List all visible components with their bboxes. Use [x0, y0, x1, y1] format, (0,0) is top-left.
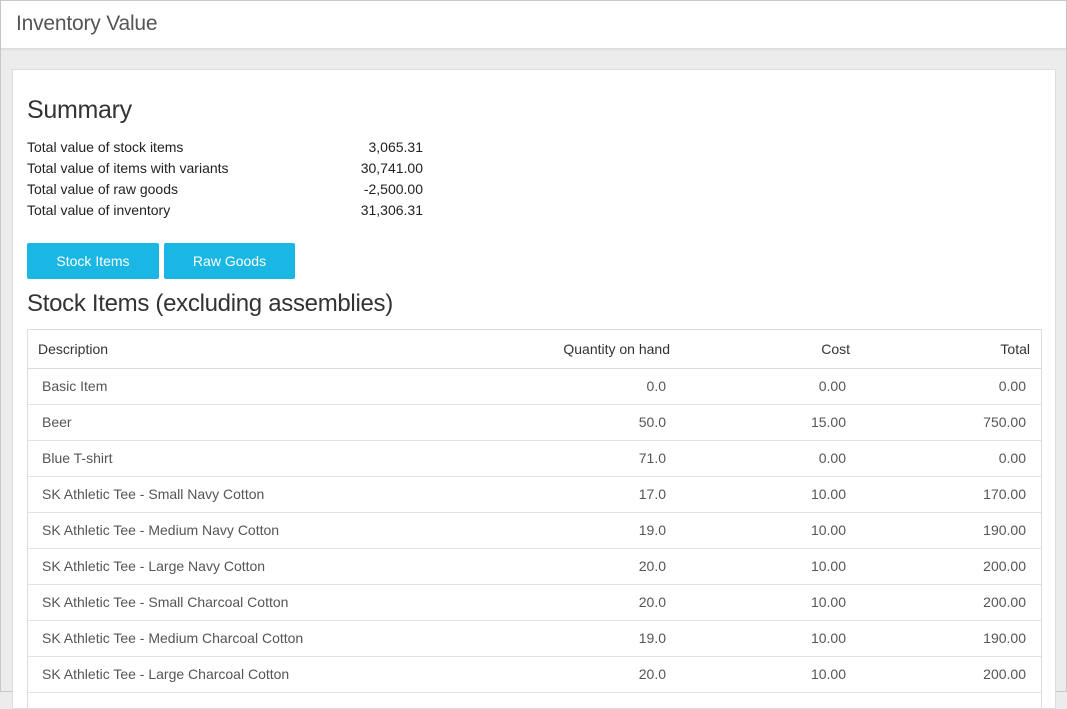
cell-cost: 10.00: [681, 548, 861, 585]
table-row: SK Athletic Tee - Large Navy Cotton 20.0…: [28, 548, 1041, 585]
cell-description: Basic Item: [28, 368, 428, 405]
cell-quantity: 19.0: [428, 512, 681, 549]
cell-cost: 0.00: [681, 368, 861, 405]
column-header-cost: Cost: [681, 330, 861, 369]
section-button-group: Stock Items Raw Goods: [27, 243, 295, 279]
stock-items-button[interactable]: Stock Items: [27, 243, 159, 279]
top-bar: Inventory Value: [1, 1, 1066, 49]
summary-value: 31,306.31: [360, 202, 423, 218]
summary-title: Summary: [27, 96, 132, 124]
cell-description: SK Athletic Tee - Small Charcoal Cotton: [28, 584, 428, 621]
table-row: Blue T-shirt 71.0 0.00 0.00: [28, 440, 1041, 477]
cell-description: SK Athletic Tee - Medium Navy Cotton: [28, 512, 428, 549]
cell-cost: 10.00: [681, 476, 861, 513]
cell-total: 170.00: [861, 476, 1041, 513]
cell-description: SK Athletic Tee - Small Navy Cotton: [28, 476, 428, 513]
cell-quantity: 20.0: [428, 548, 681, 585]
summary-row-inventory: Total value of inventory 31,306.31: [27, 200, 423, 221]
cell-description: SK Athletic Tee - Large Charcoal Cotton: [28, 656, 428, 693]
column-header-total: Total: [861, 330, 1041, 369]
table-row: SK Athletic Tee - Large Charcoal Cotton …: [28, 656, 1041, 693]
page-title: Inventory Value: [16, 12, 158, 35]
cell-quantity: 0.0: [428, 368, 681, 405]
table-row: SK Athletic Tee - Medium Navy Cotton 19.…: [28, 512, 1041, 549]
cell-total: 0.00: [861, 440, 1041, 477]
cell-cost: 10.00: [681, 620, 861, 657]
column-header-description: Description: [28, 330, 428, 369]
summary-row-raw-goods: Total value of raw goods -2,500.00: [27, 179, 423, 200]
cell-cost: 10.00: [681, 656, 861, 693]
cell-cost: 10.00: [681, 584, 861, 621]
summary-row-variants: Total value of items with variants 30,74…: [27, 158, 423, 179]
summary-value: 30,741.00: [360, 160, 423, 176]
cell-total: 200.00: [861, 584, 1041, 621]
cell-description: Beer: [28, 404, 428, 441]
cell-description: Blue T-shirt: [28, 440, 428, 477]
summary-row-stock-items: Total value of stock items 3,065.31: [27, 137, 423, 158]
column-header-quantity: Quantity on hand: [428, 330, 681, 369]
table-row: Basic Item 0.0 0.00 0.00: [28, 368, 1041, 405]
cell-total: 750.00: [861, 404, 1041, 441]
cell-total: 190.00: [861, 620, 1041, 657]
cell-quantity: 20.0: [428, 584, 681, 621]
cell-quantity: 19.0: [428, 620, 681, 657]
cell-cost: 0.00: [681, 440, 861, 477]
stock-items-table-container[interactable]: Description Quantity on hand Cost Total …: [27, 329, 1042, 709]
report-panel: Summary Total value of stock items 3,065…: [12, 69, 1056, 709]
table-row: Beer 50.0 15.00 750.00: [28, 404, 1041, 441]
raw-goods-button[interactable]: Raw Goods: [164, 243, 295, 279]
table-row: SK Athletic Tee - Small Charcoal Cotton …: [28, 584, 1041, 621]
summary-label: Total value of inventory: [27, 202, 171, 218]
table-row: SK Athletic Tee - Medium Charcoal Cotton…: [28, 620, 1041, 657]
cell-description: SK Athletic Tee - Large Navy Cotton: [28, 548, 428, 585]
summary-label: Total value of raw goods: [27, 181, 178, 197]
cell-quantity: 20.0: [428, 656, 681, 693]
summary-list: Total value of stock items 3,065.31 Tota…: [27, 137, 423, 221]
summary-value: 3,065.31: [368, 139, 424, 155]
cell-cost: 10.00: [681, 512, 861, 549]
stock-items-section-title: Stock Items (excluding assemblies): [27, 290, 393, 317]
table-row: SK Athletic Tee - Small Navy Cotton 17.0…: [28, 476, 1041, 513]
stock-items-table: Description Quantity on hand Cost Total …: [28, 330, 1041, 693]
summary-label: Total value of stock items: [27, 139, 184, 155]
cell-description: SK Athletic Tee - Medium Charcoal Cotton: [28, 620, 428, 657]
cell-quantity: 71.0: [428, 440, 681, 477]
cell-total: 200.00: [861, 548, 1041, 585]
summary-label: Total value of items with variants: [27, 160, 229, 176]
summary-value: -2,500.00: [363, 181, 423, 197]
cell-total: 190.00: [861, 512, 1041, 549]
cell-total: 200.00: [861, 656, 1041, 693]
table-header-row: Description Quantity on hand Cost Total: [28, 330, 1041, 369]
cell-quantity: 50.0: [428, 404, 681, 441]
cell-quantity: 17.0: [428, 476, 681, 513]
cell-total: 0.00: [861, 368, 1041, 405]
cell-cost: 15.00: [681, 404, 861, 441]
